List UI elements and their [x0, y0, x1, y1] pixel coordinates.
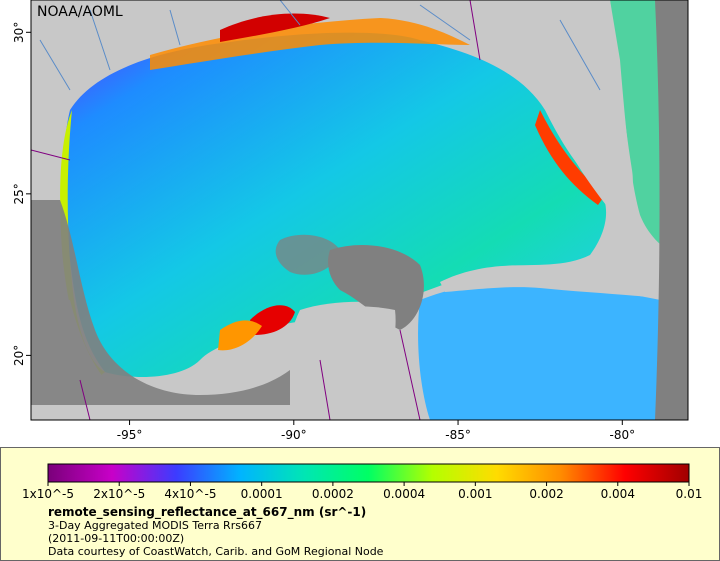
colorbar: 1x10^-5 2x10^-5 4x10^-5 0.0001 0.0002 0.0004 0… [22, 463, 702, 501]
colorbar-tick-label: 0.0001 [241, 487, 283, 501]
colorbar-tick-label: 0.0004 [383, 487, 425, 501]
yucatan-overlay [295, 306, 396, 400]
colorbar-tick-label: 0.0002 [312, 487, 354, 501]
longitude-ticks: -95° -90° -85° -80° [117, 420, 635, 442]
map-plot: -95° -90° -85° -80° 30° 25° 20° [12, 0, 689, 442]
campeche-orange [218, 320, 262, 351]
map-frame [30, 0, 689, 421]
colorbar-ramp [47, 463, 690, 483]
no-data-east [655, 0, 688, 420]
florida-peninsula [520, 0, 633, 210]
colorbar-tick-label: 1x10^-5 [22, 487, 74, 501]
no-data-bay-campeche [31, 200, 290, 405]
lat-tick-label: 25° [12, 183, 26, 204]
legend-panel: 1x10^-5 2x10^-5 4x10^-5 0.0001 0.0002 0.0004 0… [0, 447, 720, 561]
lat-tick-label: 30° [12, 22, 26, 43]
coastal-band-florida [535, 110, 605, 205]
lon-tick-label: -95° [117, 428, 143, 442]
coastal-band-north [150, 18, 470, 70]
coastal-band-north-red [220, 13, 330, 42]
gulf-of-mexico [63, 32, 607, 377]
borders [31, 0, 481, 420]
cuba-overlay [460, 269, 650, 296]
map-area: -95° -90° -85° -80° 30° 25° 20° NOAA/AOML [12, 0, 689, 442]
lon-tick-label: -85° [445, 428, 471, 442]
colorbar-tick-label: 2x10^-5 [93, 487, 145, 501]
dataset-subtitle: 3-Day Aggregated MODIS Terra Rrs667 [48, 519, 262, 532]
timestamp: (2011-09-11T00:00:00Z) [48, 532, 185, 545]
colorbar-tick-label: 4x10^-5 [164, 487, 216, 501]
data-courtesy: Data courtesy of CoastWatch, Carib. and … [48, 545, 384, 558]
campeche-hotspot [250, 305, 295, 335]
variable-name: remote_sensing_reflectance_at_667_nm (sr… [48, 505, 367, 519]
rivers [39, 0, 601, 91]
colorbar-ticks: 1x10^-5 2x10^-5 4x10^-5 0.0001 0.0002 0.0004 0… [22, 482, 702, 501]
colorbar-tick-label: 0.01 [676, 487, 703, 501]
credit-label: NOAA/AOML [37, 4, 123, 20]
lon-tick-label: -80° [609, 428, 635, 442]
no-data-gulf-center [275, 234, 340, 275]
colorbar-tick-label: 0.001 [458, 487, 492, 501]
no-data-yucatan-shelf [328, 245, 424, 330]
latitude-ticks: 30° 25° 20° [12, 22, 31, 366]
caribbean-sea [418, 280, 688, 420]
colorbar-tick-label: 0.004 [601, 487, 635, 501]
lon-tick-label: -90° [281, 428, 307, 442]
lat-tick-label: 20° [12, 345, 26, 366]
colorbar-tick-label: 0.002 [529, 487, 563, 501]
